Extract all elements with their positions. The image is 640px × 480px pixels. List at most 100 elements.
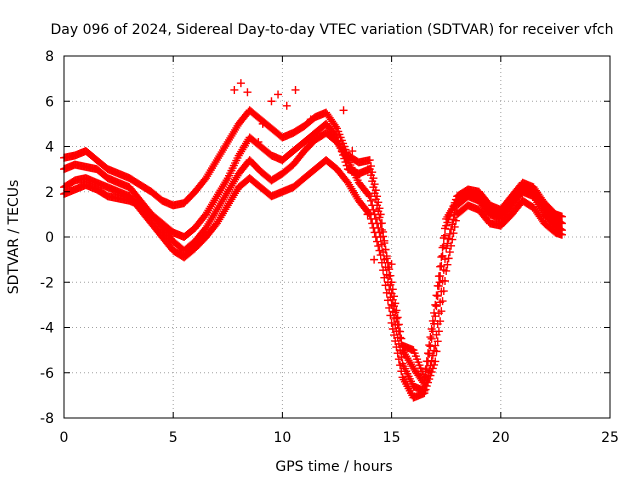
y-tick-label: -2 [40, 275, 54, 291]
data-point [422, 382, 431, 391]
data-point [396, 361, 405, 370]
data-point [369, 205, 378, 214]
data-point [426, 342, 435, 351]
data-point [557, 230, 566, 239]
data-point [376, 251, 385, 260]
y-tick-label: 4 [45, 140, 54, 156]
y-axis-label: SDTVAR / TECUs [6, 180, 22, 295]
data-point [426, 371, 435, 380]
data-point [243, 88, 252, 97]
data-point [369, 223, 378, 232]
data-point [443, 260, 452, 269]
y-tick-label: 6 [45, 94, 54, 110]
data-point [428, 351, 437, 360]
data-point [425, 375, 434, 384]
data-point [374, 207, 383, 216]
data-point [365, 192, 374, 201]
data-point [449, 229, 458, 238]
data-point [254, 137, 263, 146]
x-tick-label: 0 [60, 430, 69, 446]
data-point [431, 357, 440, 366]
y-tick-label: 0 [45, 230, 54, 246]
data-point [380, 239, 389, 248]
data-point [422, 357, 431, 366]
data-point [375, 213, 384, 222]
data-point [385, 303, 394, 312]
data-point [393, 313, 402, 322]
data-point [438, 297, 447, 306]
data-point [433, 292, 442, 301]
data-point [386, 271, 395, 280]
data-point [387, 260, 396, 269]
data-point [436, 317, 445, 326]
data-point [440, 276, 449, 285]
data-point [364, 190, 373, 199]
data-point [434, 327, 443, 336]
data-point [445, 229, 454, 238]
data-point [373, 201, 382, 210]
data-point [492, 219, 501, 228]
data-point [451, 216, 460, 225]
data-point [436, 262, 445, 271]
data-point [420, 373, 429, 382]
data-point [390, 292, 399, 301]
data-point [339, 106, 348, 115]
data-point [394, 355, 403, 364]
data-point [291, 85, 300, 94]
data-point [433, 281, 442, 290]
data-point [388, 285, 397, 294]
data-point [430, 360, 439, 369]
data-point [365, 156, 374, 165]
y-tick-label: 2 [45, 185, 54, 201]
data-point [439, 287, 448, 296]
x-tick-label: 10 [273, 430, 291, 446]
data-point [428, 364, 437, 373]
data-point [376, 219, 385, 228]
data-point [236, 79, 245, 88]
data-point [426, 333, 435, 342]
data-point [365, 165, 374, 174]
axes: 0 5 10 15 20 25 -8 -6 -4 -2 0 2 4 6 8 [40, 49, 619, 446]
data-point [430, 308, 439, 317]
data-point [442, 266, 451, 275]
data-point [424, 349, 432, 358]
data-point [393, 349, 402, 358]
x-tick-label: 5 [169, 430, 178, 446]
y-tick-label: -8 [40, 411, 54, 427]
data-point [374, 242, 383, 251]
data-point [447, 241, 456, 250]
data-point [368, 219, 377, 228]
data-point [339, 151, 348, 160]
data-points [60, 79, 566, 402]
data-point [392, 343, 401, 352]
data-point [340, 154, 349, 163]
data-point [381, 245, 390, 254]
data-point [370, 228, 379, 237]
data-point [364, 208, 373, 217]
data-point [432, 302, 441, 311]
data-point [369, 183, 378, 192]
grid-lines [64, 56, 610, 418]
data-point [366, 214, 375, 223]
data-point [444, 254, 453, 263]
data-point [431, 300, 440, 309]
data-point [432, 291, 441, 300]
data-point [442, 244, 451, 253]
data-point [437, 307, 446, 316]
data-point [391, 337, 400, 346]
y-tick-label: -6 [40, 366, 54, 382]
data-point [391, 299, 400, 308]
data-point [373, 237, 382, 246]
data-point [450, 222, 459, 231]
data-point [435, 278, 444, 287]
data-point [267, 97, 276, 106]
data-point [394, 320, 403, 329]
y-tick-label: 8 [45, 49, 54, 65]
data-point [427, 334, 436, 343]
data-point [371, 233, 380, 241]
data-point [397, 367, 406, 376]
data-point [348, 147, 357, 156]
data-point [439, 234, 448, 243]
data-point [368, 177, 377, 186]
